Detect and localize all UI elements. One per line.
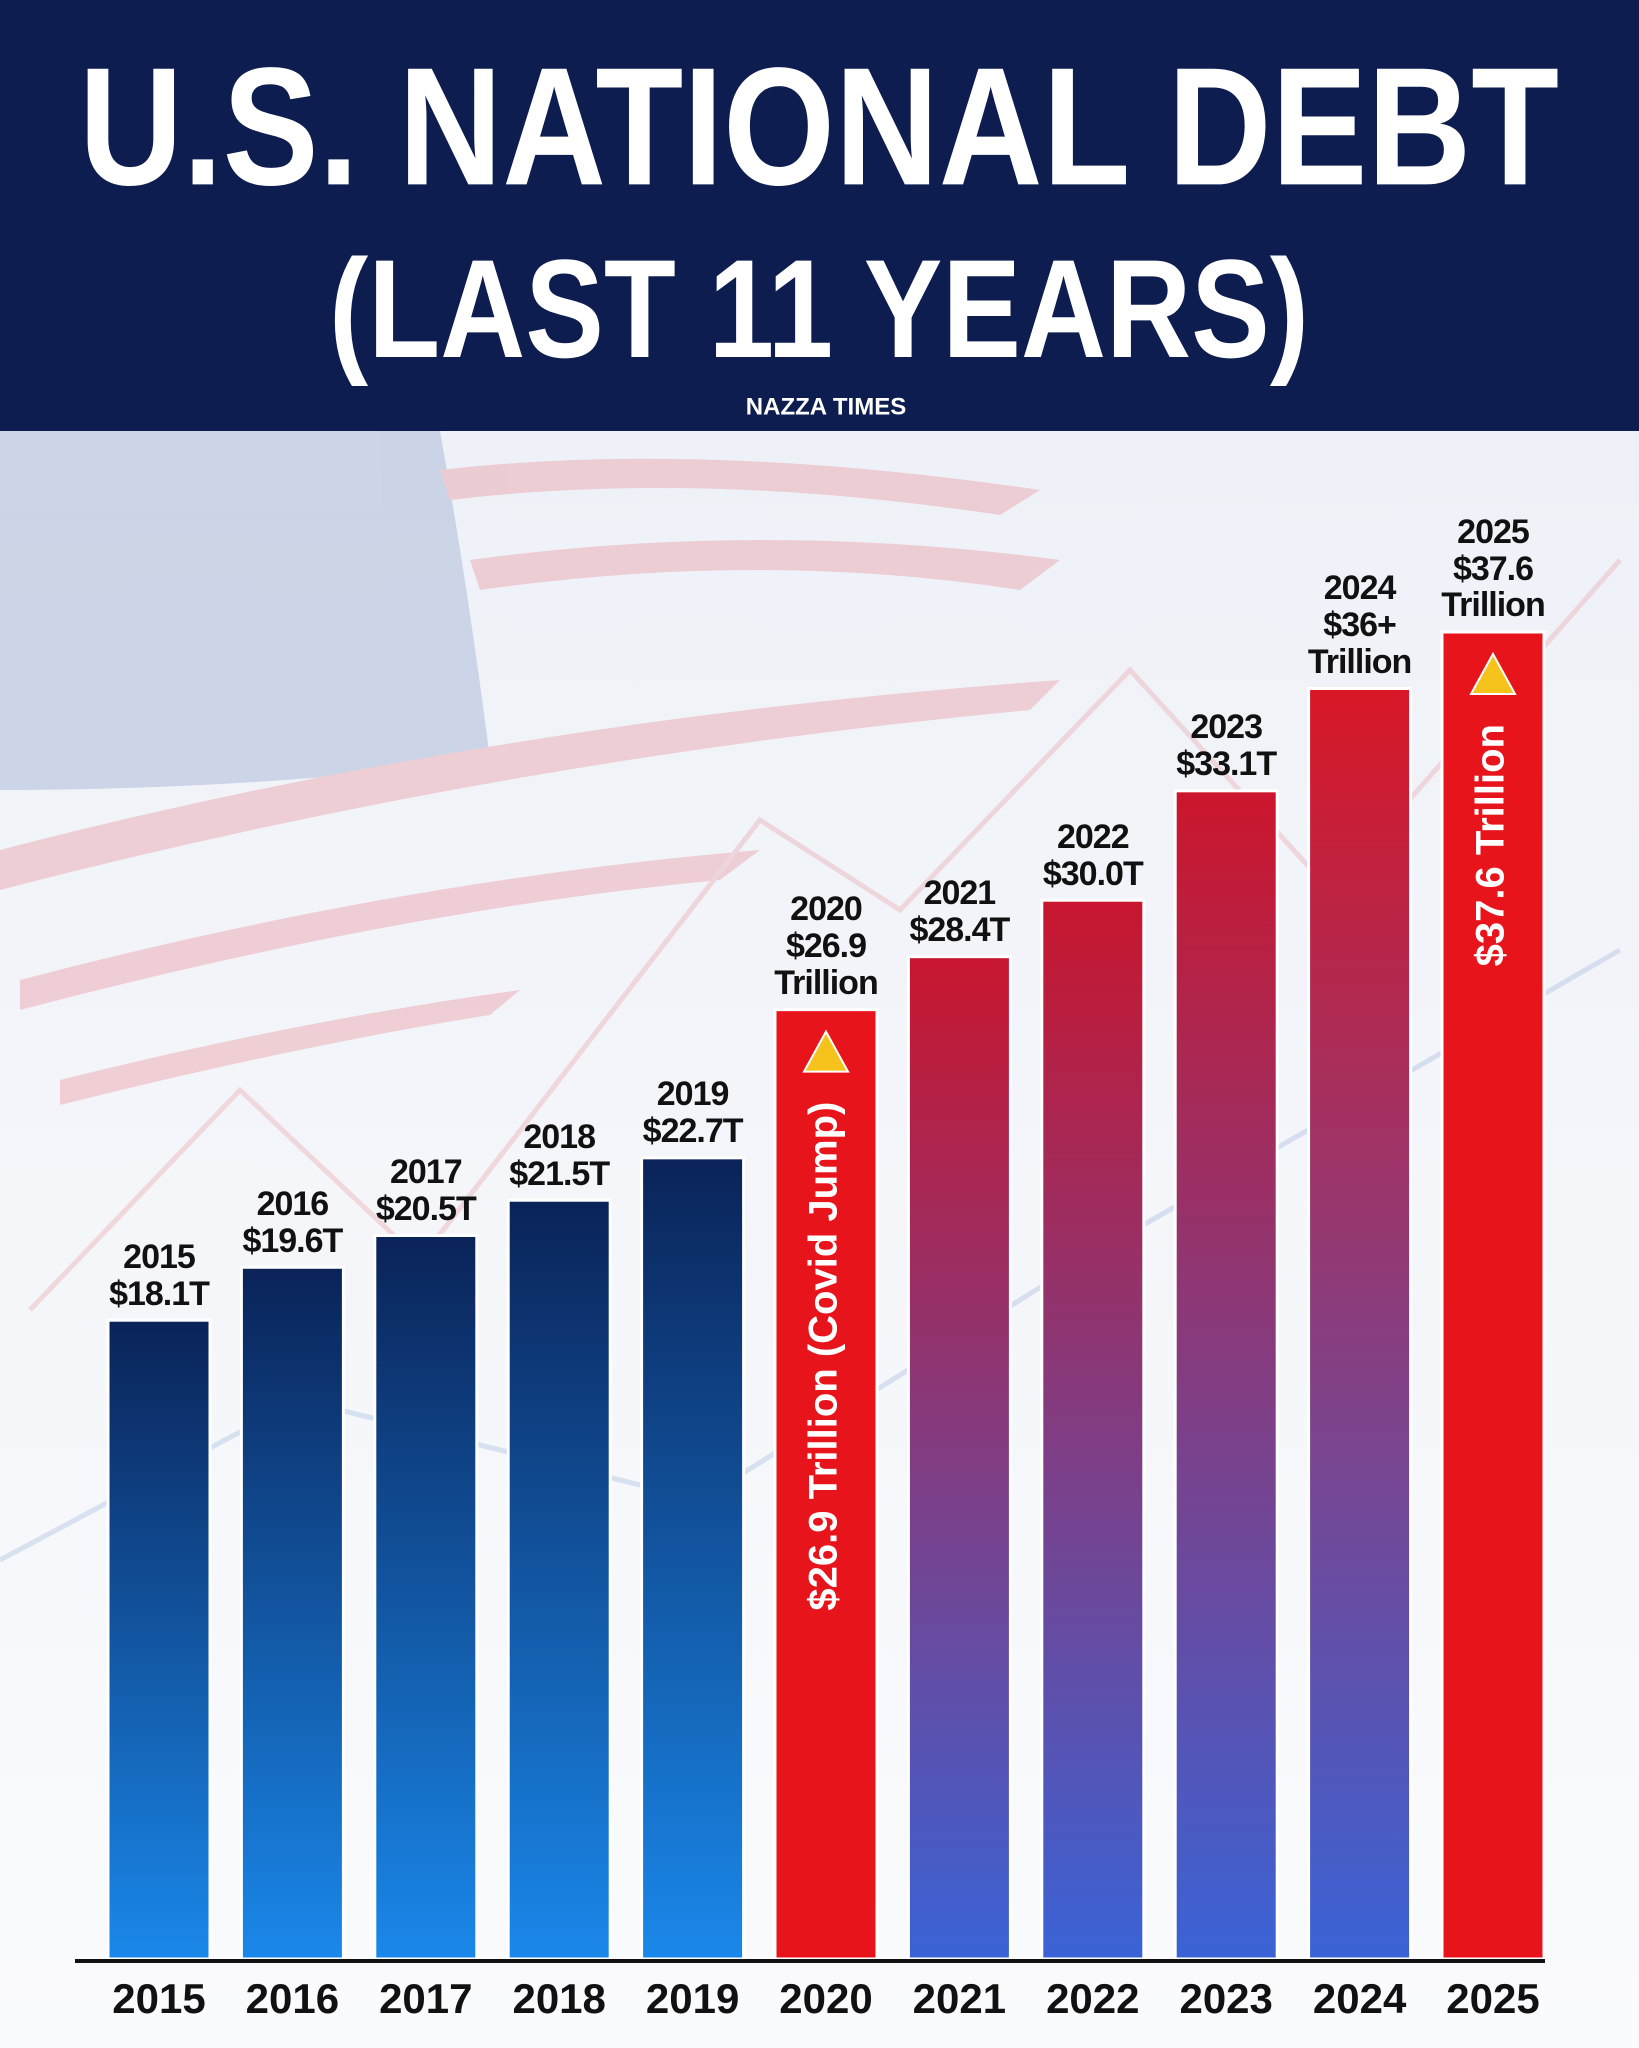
x-tick-label: 2019 bbox=[646, 1975, 739, 2022]
value-label-block: 2025 $37.6 Trillion bbox=[1413, 514, 1573, 624]
x-tick-label: 2020 bbox=[779, 1975, 872, 2022]
value-label: $28.4T bbox=[909, 910, 1010, 949]
x-tick-label: 2015 bbox=[112, 1975, 205, 2022]
x-tick-label: 2022 bbox=[1046, 1975, 1139, 2022]
value-label: $26.9 Trillion bbox=[774, 927, 878, 1002]
value-label: $19.6T bbox=[242, 1221, 343, 1260]
value-label-year: 2025 bbox=[1457, 512, 1530, 551]
x-tick-label: 2024 bbox=[1313, 1975, 1407, 2022]
value-label-year: 2021 bbox=[923, 874, 997, 913]
warning-icon bbox=[802, 1029, 850, 1073]
value-label: $18.1T bbox=[109, 1274, 210, 1313]
chart-title: U.S. NATIONAL DEBT bbox=[79, 32, 1559, 220]
x-tick-label: 2025 bbox=[1446, 1975, 1539, 2022]
bar bbox=[773, 1008, 879, 1961]
value-label-year: 2018 bbox=[523, 1117, 596, 1156]
value-label-block: 2023 $33.1T bbox=[1146, 709, 1306, 782]
value-label: $33.1T bbox=[1176, 745, 1277, 784]
value-label-block: 2019 $22.7T bbox=[613, 1076, 773, 1149]
bar-annotation: $37.6 Trillion bbox=[1469, 724, 1513, 966]
value-label-year: 2016 bbox=[256, 1184, 330, 1223]
value-label-block: 2017 $20.5T bbox=[346, 1154, 506, 1227]
bar bbox=[1307, 686, 1413, 1961]
x-tick-label: 2021 bbox=[913, 1975, 1006, 2022]
value-label-year: 2024 bbox=[1323, 569, 1397, 608]
bar bbox=[506, 1198, 612, 1961]
bar bbox=[640, 1156, 746, 1961]
source-label: NAZZA TIMES bbox=[746, 393, 906, 420]
x-tick-label: 2023 bbox=[1179, 1975, 1272, 2022]
value-label-year: 2015 bbox=[123, 1237, 196, 1276]
value-label-block: 2015 $18.1T bbox=[79, 1239, 239, 1312]
value-label-year: 2020 bbox=[790, 890, 863, 929]
value-label-block: 2018 $21.5T bbox=[479, 1119, 639, 1192]
x-tick-label: 2017 bbox=[379, 1975, 472, 2022]
value-label: $37.6 Trillion bbox=[1441, 549, 1545, 625]
value-label-year: 2017 bbox=[389, 1153, 463, 1192]
bar bbox=[1440, 630, 1546, 1961]
x-tick-label: 2016 bbox=[246, 1975, 339, 2022]
value-label-year: 2023 bbox=[1190, 708, 1263, 747]
value-label-year: 2019 bbox=[656, 1075, 730, 1114]
value-label-block: 2022 $30.0T bbox=[1013, 819, 1173, 892]
bar bbox=[373, 1234, 479, 1961]
chart-subtitle: (LAST 11 YEARS) bbox=[329, 230, 1309, 387]
value-label: $20.5T bbox=[375, 1189, 477, 1228]
x-tick-label: 2018 bbox=[512, 1975, 605, 2022]
bar bbox=[106, 1318, 212, 1961]
bar bbox=[239, 1265, 345, 1961]
value-label: $30.0T bbox=[1042, 854, 1144, 893]
bar bbox=[906, 955, 1012, 1961]
warning-icon bbox=[1469, 651, 1517, 695]
bar-group: 2015 2016 2017 2018 2019 2020 $26.9 Trillion (… bbox=[106, 630, 1546, 2022]
value-label-block: 2021 $28.4T bbox=[879, 875, 1039, 948]
value-label-year: 2022 bbox=[1056, 817, 1130, 856]
value-label-block: 2024 $36+ Trillion bbox=[1280, 570, 1440, 680]
value-label-block: 2016 $19.6T bbox=[212, 1186, 372, 1259]
header-band bbox=[0, 0, 1639, 431]
value-label: $21.5T bbox=[509, 1154, 610, 1193]
value-label: $36+ Trillion bbox=[1307, 606, 1412, 681]
value-label-block: 2020 $26.9 Trillion bbox=[746, 891, 906, 1001]
bar bbox=[1040, 898, 1146, 1961]
bar bbox=[1173, 789, 1279, 1961]
bar-annotation: $26.9 Trillion (Covid Jump) bbox=[802, 1102, 846, 1611]
value-label: $22.7T bbox=[642, 1112, 744, 1151]
